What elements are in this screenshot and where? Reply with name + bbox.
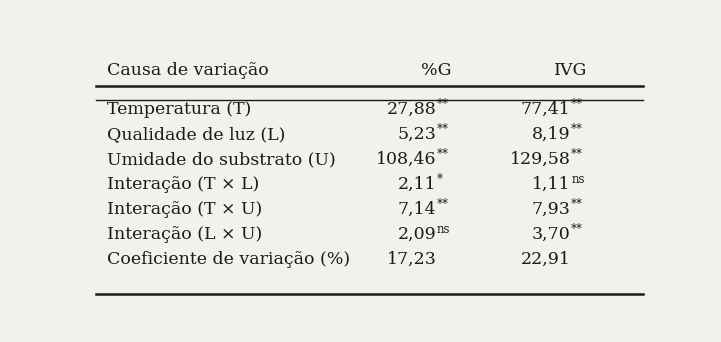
Text: Qualidade de luz (L): Qualidade de luz (L) — [107, 126, 286, 143]
Text: **: ** — [437, 148, 449, 161]
Text: Temperatura (T): Temperatura (T) — [107, 101, 251, 118]
Text: Umidade do substrato (U): Umidade do substrato (U) — [107, 151, 336, 168]
Text: **: ** — [571, 223, 583, 236]
Text: **: ** — [571, 198, 583, 211]
Text: 129,58: 129,58 — [510, 151, 570, 168]
Text: 7,14: 7,14 — [398, 201, 437, 218]
Text: 22,91: 22,91 — [521, 251, 570, 268]
Text: *: * — [437, 173, 443, 186]
Text: Interação (L × U): Interação (L × U) — [107, 226, 262, 243]
Text: **: ** — [571, 98, 583, 111]
Text: Coeficiente de variação (%): Coeficiente de variação (%) — [107, 251, 350, 268]
Text: **: ** — [571, 123, 583, 136]
Text: 8,19: 8,19 — [532, 126, 570, 143]
Text: 1,11: 1,11 — [532, 176, 570, 193]
Text: 2,09: 2,09 — [398, 226, 437, 243]
Text: 108,46: 108,46 — [376, 151, 437, 168]
Text: 17,23: 17,23 — [386, 251, 437, 268]
Text: **: ** — [437, 198, 449, 211]
Text: ns: ns — [571, 173, 585, 186]
Text: Causa de variação: Causa de variação — [107, 62, 269, 79]
Text: **: ** — [437, 98, 449, 111]
Text: %G: %G — [421, 62, 452, 79]
Text: **: ** — [571, 148, 583, 161]
Text: 27,88: 27,88 — [386, 101, 437, 118]
Text: 5,23: 5,23 — [398, 126, 437, 143]
Text: **: ** — [437, 123, 449, 136]
Text: IVG: IVG — [554, 62, 588, 79]
Text: ns: ns — [437, 223, 451, 236]
Text: Interação (T × L): Interação (T × L) — [107, 176, 259, 193]
Text: 7,93: 7,93 — [532, 201, 570, 218]
Text: 2,11: 2,11 — [398, 176, 437, 193]
Text: 77,41: 77,41 — [521, 101, 570, 118]
Text: Interação (T × U): Interação (T × U) — [107, 201, 262, 218]
Text: 3,70: 3,70 — [532, 226, 570, 243]
